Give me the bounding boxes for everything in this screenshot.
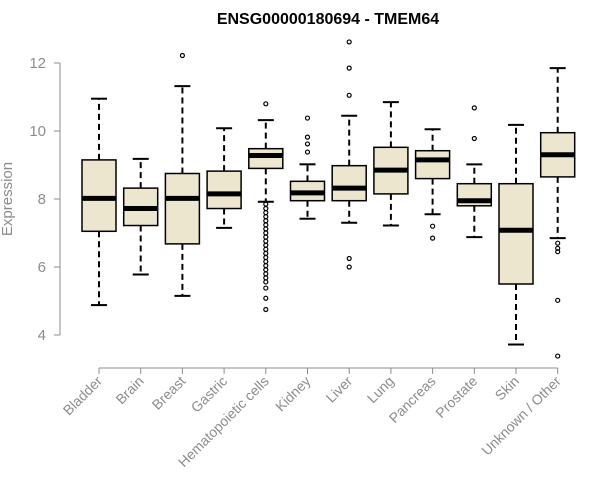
outlier-point <box>179 52 185 59</box>
y-tick-label: 6 <box>38 259 46 276</box>
outlier-point <box>471 135 477 142</box>
outlier-point <box>263 263 269 269</box>
outlier-point <box>263 285 269 291</box>
y-tick-label: 12 <box>29 55 46 72</box>
outlier-point <box>346 255 352 262</box>
x-tick-label: Unknown / Other <box>478 373 564 459</box>
box-iqr <box>81 159 117 233</box>
outlier-point <box>555 245 561 251</box>
box-group <box>331 39 367 270</box>
outlier-point <box>555 297 561 303</box>
outlier-point <box>263 222 269 228</box>
outlier-point <box>263 258 269 265</box>
outlier-point <box>263 214 269 220</box>
outlier-point <box>555 249 561 255</box>
box-iqr <box>331 164 367 202</box>
x-tick-label: Prostate <box>432 373 480 421</box>
x-tick-label: Skin <box>492 373 523 404</box>
outlier-point <box>263 246 269 252</box>
x-tick-label: Liver <box>323 373 356 406</box>
outlier-point <box>430 235 436 241</box>
box-group <box>122 157 159 276</box>
boxes-layer <box>81 39 576 359</box>
y-tick-label: 8 <box>38 191 46 208</box>
box-group <box>456 105 493 239</box>
outlier-point <box>263 295 269 301</box>
outlier-point <box>263 101 269 107</box>
x-tick-label: Breast <box>149 373 189 413</box>
outlier-point <box>304 141 311 147</box>
box-group <box>539 67 576 359</box>
outlier-point <box>263 279 269 285</box>
box-iqr <box>206 170 242 210</box>
outlier-point <box>304 134 311 140</box>
outlier-point <box>346 39 352 45</box>
x-tick-label: Kidney <box>272 373 314 415</box>
outlier-point <box>263 271 269 277</box>
outlier-point <box>263 234 269 240</box>
box-group <box>373 101 409 227</box>
box-iqr <box>498 182 534 285</box>
x-tick-label: Brain <box>112 373 146 407</box>
box-group <box>206 127 242 229</box>
box-iqr <box>248 147 284 170</box>
outlier-point <box>555 353 561 359</box>
outlier-point <box>346 264 352 270</box>
outlier-point <box>304 115 311 121</box>
y-axis-label: Expression <box>0 162 16 236</box>
outlier-point <box>263 254 269 261</box>
outlier-point <box>304 149 311 155</box>
x-tick-label: Bladder <box>60 373 106 419</box>
y-axis: 4 6 8 10 12 <box>29 55 61 344</box>
outlier-point <box>263 267 269 273</box>
y-tick-label: 4 <box>38 327 46 344</box>
box-group <box>81 97 117 307</box>
box-group <box>164 52 201 297</box>
outlier-point <box>430 223 436 229</box>
box-group <box>498 123 534 346</box>
outlier-point <box>263 226 269 232</box>
box-group <box>289 115 326 220</box>
outlier-point <box>263 306 269 313</box>
box-group <box>248 101 284 313</box>
box-iqr <box>414 149 451 180</box>
outlier-point <box>263 218 269 224</box>
outlier-point <box>263 275 269 281</box>
outlier-point <box>263 210 269 216</box>
box-iqr <box>164 172 201 245</box>
outlier-point <box>346 65 352 71</box>
y-tick-label: 10 <box>29 123 46 140</box>
outlier-point <box>263 242 269 248</box>
outlier-point <box>471 105 477 111</box>
outlier-point <box>263 205 269 212</box>
x-tick-label: Lung <box>364 373 397 406</box>
outlier-point <box>263 230 269 236</box>
outlier-point <box>263 238 269 244</box>
outlier-point <box>555 240 561 246</box>
outlier-point <box>346 92 352 98</box>
box-group <box>414 128 451 241</box>
chart-title: ENSG00000180694 - TMEM64 <box>217 11 439 28</box>
outlier-point <box>263 250 269 256</box>
